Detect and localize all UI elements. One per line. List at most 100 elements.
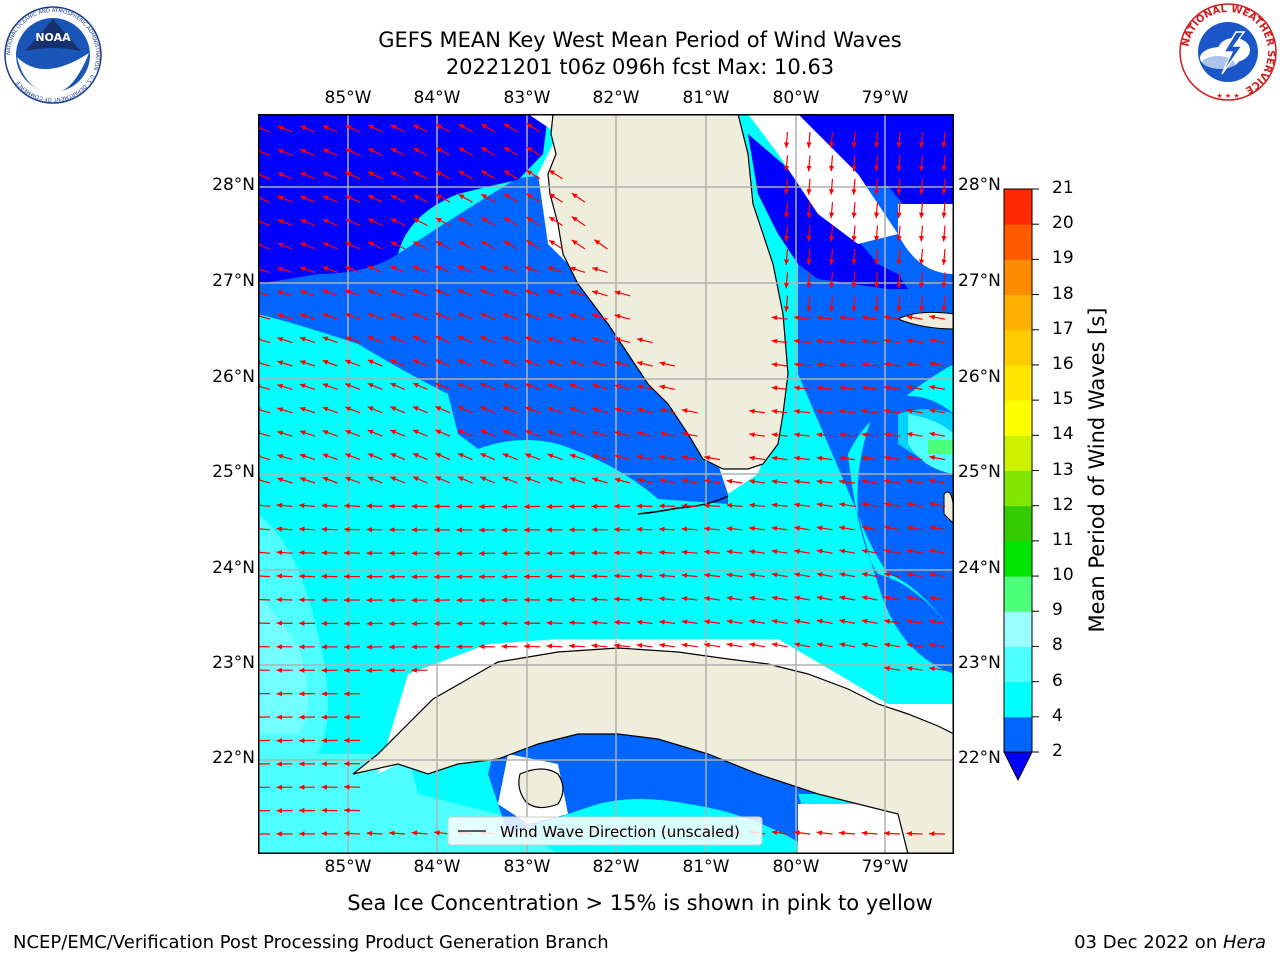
wave-direction-arrowhead <box>322 476 329 482</box>
wave-direction-arrowhead <box>480 476 487 482</box>
colorbar-band <box>1004 611 1032 647</box>
wave-direction-arrowhead <box>884 361 890 367</box>
wave-direction-arrowhead <box>390 218 397 224</box>
wave-direction-arrowhead <box>771 385 778 391</box>
wave-direction-arrowhead <box>389 597 395 603</box>
wave-direction-arrowhead <box>704 619 710 625</box>
colorbar-band <box>1004 505 1032 542</box>
wave-direction-arrowhead <box>571 240 578 246</box>
wave-direction-arrowhead <box>434 644 440 650</box>
wave-direction-arrowhead <box>726 478 733 484</box>
wave-direction-arrowhead <box>594 239 601 245</box>
wave-direction-arrowhead <box>435 382 442 388</box>
wave-direction-arrowhead <box>771 549 778 555</box>
wave-direction-arrowhead <box>547 477 554 482</box>
colorbar-tick-label: 16 <box>1052 353 1074 374</box>
colorbar-tick-label: 6 <box>1052 670 1063 691</box>
lon-label-bottom: 84°W <box>413 857 461 877</box>
wave-direction-arrowhead <box>704 503 710 509</box>
wave-period-map: Wind Wave Direction (unscaled) <box>258 114 954 854</box>
wave-direction-arrowhead <box>299 313 306 319</box>
wave-direction-arrow <box>258 528 271 531</box>
wave-direction-arrowhead <box>884 408 890 414</box>
wave-direction-arrowhead <box>726 502 733 509</box>
wave-direction-arrowhead <box>929 338 936 344</box>
wave-direction-arrowhead <box>771 830 778 836</box>
wave-direction-arrowhead <box>569 407 576 412</box>
wave-direction-arrowhead <box>389 621 395 627</box>
wave-direction-arrowhead <box>345 289 351 295</box>
contour-band-below-2-northeast <box>798 114 954 210</box>
legend-label: Wind Wave Direction (unscaled) <box>500 823 740 841</box>
wave-direction-arrowhead <box>322 406 329 412</box>
wave-direction-arrowhead <box>794 642 801 648</box>
wave-direction-arrowhead <box>906 431 913 437</box>
wave-direction-arrowhead <box>806 282 812 289</box>
wave-direction-arrowhead <box>549 240 556 246</box>
wave-direction-arrowhead <box>367 289 374 295</box>
wave-direction-arrowhead <box>434 527 440 533</box>
wave-direction-arrowhead <box>345 195 352 201</box>
wave-direction-arrowhead <box>413 124 420 130</box>
wave-direction-arrowhead <box>277 313 284 319</box>
wave-direction-arrowhead <box>345 359 351 365</box>
wave-direction-arrowhead <box>345 172 352 177</box>
wave-direction-arrowhead <box>806 259 812 265</box>
wave-direction-arrowhead <box>614 477 621 483</box>
wave-direction-arrowhead <box>874 212 880 219</box>
wave-direction-arrowhead <box>884 385 890 391</box>
wave-direction-arrowhead <box>591 620 598 626</box>
lat-label-left: 26°N <box>212 367 255 387</box>
wave-direction-arrowhead <box>571 193 578 199</box>
wave-direction-arrowhead <box>771 572 778 578</box>
wave-direction-arrowhead <box>637 431 643 437</box>
wave-direction-arrowhead <box>390 476 397 482</box>
colorbar-band <box>1004 400 1032 436</box>
wave-direction-arrowhead <box>367 312 374 318</box>
wave-direction-arrowhead <box>816 315 823 321</box>
wave-direction-arrowhead <box>816 595 823 601</box>
wave-direction-arrowhead <box>321 503 328 509</box>
wave-direction-arrowhead <box>637 337 643 343</box>
wave-direction-arrowhead <box>411 550 417 556</box>
wave-direction-arrowhead <box>502 383 509 388</box>
colorbar-band <box>1004 364 1032 401</box>
wave-direction-arrowhead <box>525 383 531 389</box>
contour-band-below-2-gulf <box>258 114 548 284</box>
wave-direction-arrow <box>258 385 271 390</box>
wave-direction-arrowhead <box>919 282 925 289</box>
wave-direction-arrowhead <box>851 235 857 242</box>
wave-direction-arrowhead <box>659 478 666 484</box>
wave-direction-arrowhead <box>929 525 936 531</box>
colorbar-tick-label: 8 <box>1052 635 1063 656</box>
wave-direction-arrowhead <box>390 453 397 458</box>
wave-direction-arrowhead <box>569 313 576 319</box>
wave-direction-arrowhead <box>771 408 778 414</box>
wave-direction-arrowhead <box>321 761 327 767</box>
wave-direction-arrowhead <box>861 525 868 531</box>
wave-direction-arrowhead <box>524 504 530 510</box>
wave-direction-arrowhead <box>276 644 282 650</box>
wave-direction-arrowhead <box>906 478 913 484</box>
wave-direction-arrowhead <box>929 501 936 507</box>
wave-direction-arrowhead <box>345 406 351 412</box>
wave-direction-arrowhead <box>321 784 327 790</box>
wave-direction-arrowhead <box>389 830 395 836</box>
wave-direction-arrowhead <box>456 644 462 650</box>
wave-direction-arrowhead <box>277 477 284 483</box>
wave-direction-arrowhead <box>390 148 397 153</box>
wave-direction-arrowhead <box>784 306 790 312</box>
wave-direction-arrowhead <box>884 595 891 601</box>
wave-direction-arrowhead <box>592 290 599 296</box>
wave-direction-arrowhead <box>344 691 350 697</box>
wave-direction-arrowhead <box>525 406 531 412</box>
wave-direction-arrowhead <box>591 503 597 509</box>
wave-direction-arrowhead <box>367 336 374 342</box>
lon-label-bottom: 85°W <box>324 857 372 877</box>
wave-direction-arrowhead <box>569 266 576 272</box>
lat-label-left: 22°N <box>212 748 255 768</box>
wave-direction-arrowhead <box>547 313 554 319</box>
wave-direction-arrowhead <box>929 408 936 414</box>
wave-direction-arrowhead <box>344 620 350 627</box>
wave-direction-arrowhead <box>413 148 420 153</box>
